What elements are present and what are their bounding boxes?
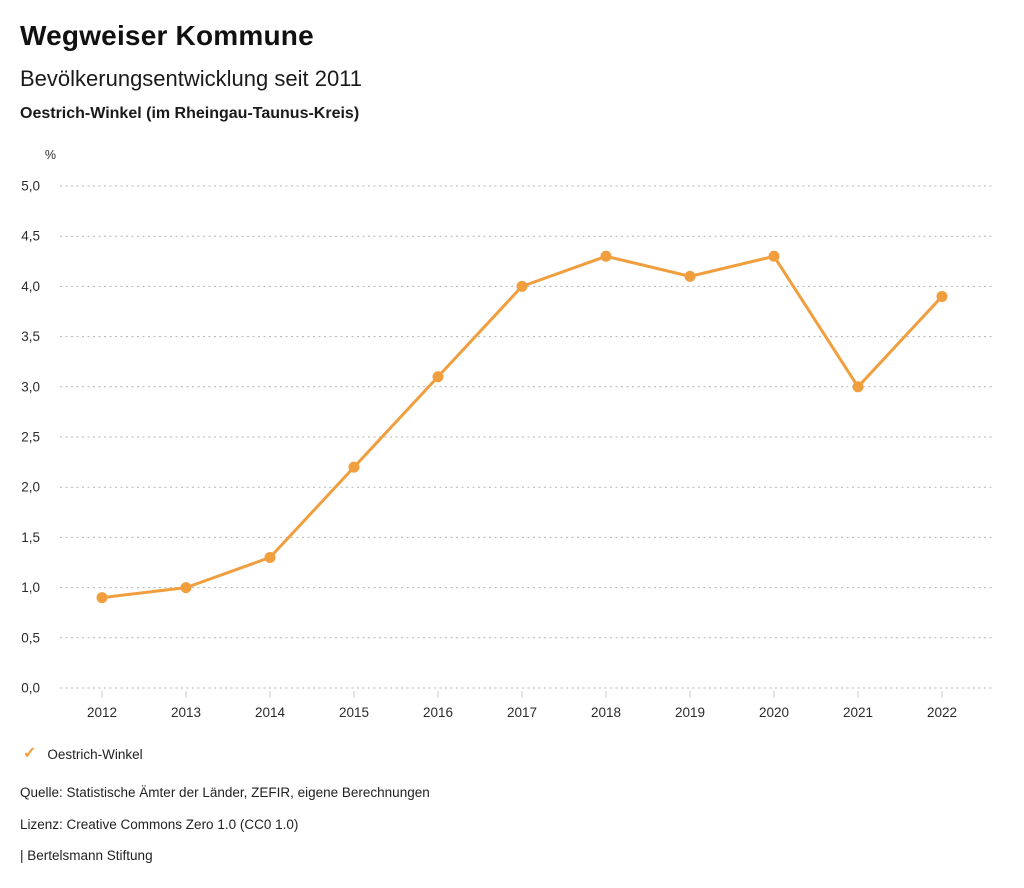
- y-axis-tick-label: 0,0: [21, 681, 40, 696]
- y-axis-tick-label: 0,5: [21, 630, 40, 645]
- data-point-marker: [936, 290, 948, 302]
- legend-check-icon: ✓: [23, 745, 37, 762]
- legend: ✓ Oestrich-Winkel: [23, 746, 143, 762]
- data-point-marker: [600, 250, 612, 262]
- y-axis-tick-label: 4,5: [21, 229, 40, 244]
- attribution-text: | Bertelsmann Stiftung: [20, 848, 153, 863]
- y-axis-unit-label: %: [45, 148, 56, 162]
- y-axis-tick-label: 2,0: [21, 480, 40, 495]
- x-axis-year-label: 2016: [423, 705, 453, 720]
- x-axis-year-label: 2013: [171, 705, 201, 720]
- y-axis-tick-label: 1,5: [21, 530, 40, 545]
- data-point-marker: [684, 270, 696, 282]
- data-point-marker: [264, 551, 276, 563]
- x-axis-year-label: 2022: [927, 705, 957, 720]
- data-point-marker: [180, 582, 192, 594]
- legend-label: Oestrich-Winkel: [47, 746, 143, 762]
- chart-title: Bevölkerungsentwicklung seit 2011: [20, 66, 363, 91]
- data-point-marker: [852, 381, 864, 393]
- chart-region-subtitle: Oestrich-Winkel (im Rheingau-Taunus-Krei…: [20, 105, 360, 122]
- data-point-marker: [516, 280, 528, 292]
- y-axis-tick-label: 1,0: [21, 580, 40, 595]
- x-axis-year-label: 2015: [339, 705, 369, 720]
- y-axis-tick-label: 3,5: [21, 329, 40, 344]
- x-axis-year-label: 2018: [591, 705, 621, 720]
- y-axis-tick-label: 5,0: [21, 179, 40, 194]
- x-axis-year-label: 2021: [843, 705, 873, 720]
- data-point-marker: [432, 371, 444, 383]
- y-axis-tick-label: 2,5: [21, 430, 40, 445]
- page-title: Wegweiser Kommune: [20, 20, 314, 51]
- x-axis-year-label: 2020: [759, 705, 789, 720]
- license-text: Lizenz: Creative Commons Zero 1.0 (CC0 1…: [20, 817, 299, 832]
- data-point-marker: [96, 592, 108, 604]
- data-point-marker: [768, 250, 780, 262]
- source-text: Quelle: Statistische Ämter der Länder, Z…: [20, 785, 430, 800]
- line-chart-canvas: % 0,0 0,5 1,0 1,5 2,0 2,5 3,0 3,5 4,0 4,5 5,0 2012 20…: [21, 148, 992, 720]
- x-axis-year-label: 2012: [87, 705, 117, 720]
- data-point-marker: [348, 461, 360, 473]
- population-trend-line: [100, 254, 944, 600]
- x-axis-year-label: 2014: [255, 705, 286, 720]
- y-axis-tick-label: 3,0: [21, 379, 40, 394]
- x-axis-year-label: 2017: [507, 705, 537, 720]
- y-axis-tick-label: 4,0: [21, 279, 40, 294]
- x-axis-year-label: 2019: [675, 705, 705, 720]
